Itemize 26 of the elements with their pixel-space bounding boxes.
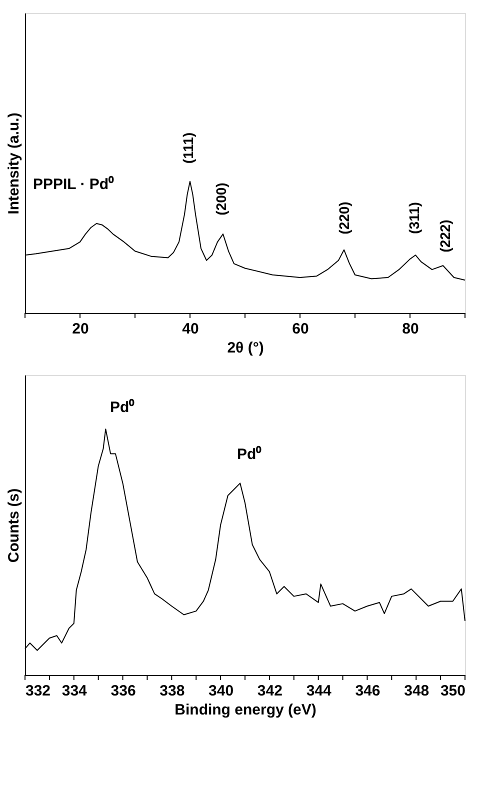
text: (111) [180, 132, 196, 164]
x-tick-label: 80 [402, 320, 419, 338]
x-tick-label: 340 [208, 682, 234, 700]
x-tick-label: 334 [62, 682, 88, 700]
annotation: (311) [406, 202, 422, 234]
x-tick-label: 20 [72, 320, 89, 338]
x-axis-title: Binding energy (eV) [174, 702, 316, 718]
x-tick-label: 332 [26, 682, 51, 700]
annotation: Pd⁰ [237, 445, 262, 463]
x-axis-title: 2θ (°) [227, 340, 264, 356]
annotation: (220) [336, 202, 352, 234]
x-tick-label: 350 [440, 682, 466, 700]
annotation: (200) [213, 182, 229, 216]
x-tick-label: 348 [404, 682, 430, 700]
x-tick-label: 60 [292, 320, 309, 338]
y-axis-title: Counts (s) [6, 488, 22, 563]
annotation: (222) [437, 220, 453, 252]
x-tick-label: 338 [160, 682, 185, 700]
x-tick-label: 346 [355, 682, 380, 700]
annotation: PPPIL · Pd⁰ [33, 175, 115, 193]
text: Pd⁰ [110, 398, 136, 416]
x-tick-label: 342 [257, 682, 282, 700]
x-tick-label: 40 [182, 320, 199, 338]
y-axis-title: Intensity (a.u.) [6, 112, 22, 214]
x-tick-label: 344 [306, 682, 332, 700]
x-tick-label: 336 [110, 682, 136, 700]
